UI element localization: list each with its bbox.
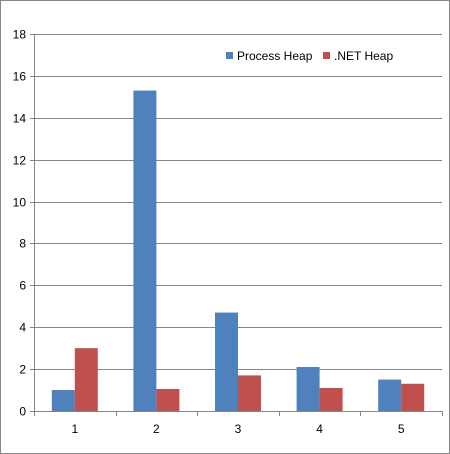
- y-tick-label: 0: [19, 405, 26, 419]
- x-tick-label: 3: [235, 422, 242, 436]
- y-tick-label: 6: [19, 279, 26, 293]
- bar-process-heap-4: [296, 367, 320, 411]
- legend-item: .NET Heap: [323, 49, 393, 63]
- legend-item: Process Heap: [226, 49, 313, 63]
- gridlines: [34, 34, 442, 370]
- x-tick-label: 4: [316, 422, 323, 436]
- y-tick-label: 10: [13, 196, 27, 210]
- bar-net-heap-2: [156, 389, 180, 411]
- legend: Process Heap .NET Heap: [226, 49, 393, 63]
- y-tick-label: 2: [19, 363, 26, 377]
- x-tick-label: 5: [398, 422, 405, 436]
- bar-process-heap-5: [378, 379, 402, 411]
- y-tick-label: 18: [13, 28, 27, 42]
- bar-net-heap-4: [319, 387, 343, 411]
- legend-swatch: [226, 52, 233, 59]
- x-tick-label: 1: [71, 422, 78, 436]
- bars: [51, 90, 425, 412]
- legend-swatch: [323, 52, 330, 59]
- legend-label: Process Heap: [237, 49, 313, 63]
- bar-net-heap-1: [74, 348, 98, 411]
- bar-process-heap-1: [51, 390, 75, 411]
- y-tick-label: 14: [13, 112, 27, 126]
- bar-net-heap-3: [238, 375, 261, 411]
- bar-net-heap-5: [401, 383, 425, 411]
- x-tick-label: 2: [153, 422, 160, 436]
- y-tick-label: 16: [13, 70, 27, 84]
- y-tick-label: 12: [13, 154, 27, 168]
- axes: [30, 34, 443, 416]
- y-tick-label: 4: [19, 321, 26, 335]
- bar-process-heap-3: [215, 312, 238, 411]
- legend-label: .NET Heap: [334, 49, 393, 63]
- bar-process-heap-2: [133, 90, 157, 412]
- x-tick-labels: 1 2 3 4 5: [71, 422, 404, 436]
- y-tick-label: 8: [19, 237, 26, 251]
- y-tick-labels: 0 2 4 6 8 10 12 14 16 18: [13, 28, 27, 419]
